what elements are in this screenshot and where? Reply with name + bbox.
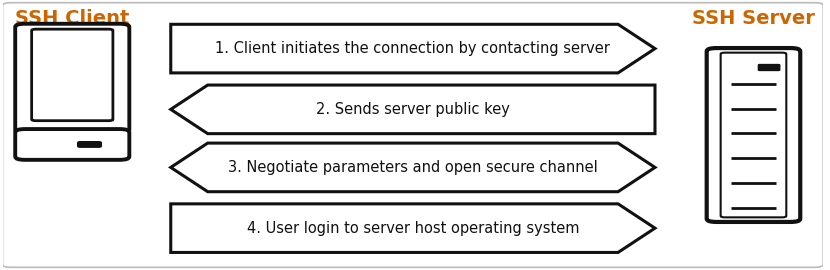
Text: 3. Negotiate parameters and open secure channel: 3. Negotiate parameters and open secure …: [228, 160, 598, 175]
Polygon shape: [171, 204, 655, 252]
FancyBboxPatch shape: [2, 3, 823, 267]
Polygon shape: [171, 143, 655, 192]
FancyBboxPatch shape: [706, 48, 800, 222]
FancyBboxPatch shape: [759, 65, 779, 70]
FancyBboxPatch shape: [720, 53, 786, 217]
Text: 2. Sends server public key: 2. Sends server public key: [316, 102, 510, 117]
Polygon shape: [171, 85, 655, 134]
FancyBboxPatch shape: [15, 24, 129, 133]
FancyBboxPatch shape: [15, 129, 129, 160]
FancyBboxPatch shape: [78, 142, 101, 147]
Text: SSH Client: SSH Client: [15, 9, 129, 28]
Text: SSH Server: SSH Server: [692, 9, 815, 28]
FancyBboxPatch shape: [32, 29, 113, 121]
Text: 4. User login to server host operating system: 4. User login to server host operating s…: [247, 221, 579, 236]
Text: 1. Client initiates the connection by contacting server: 1. Client initiates the connection by co…: [216, 41, 610, 56]
Polygon shape: [171, 24, 655, 73]
